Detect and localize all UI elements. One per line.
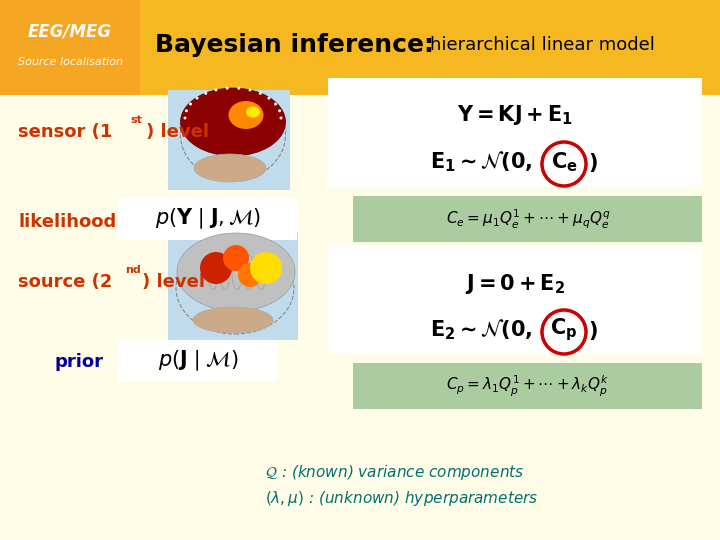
Ellipse shape	[246, 106, 260, 118]
Ellipse shape	[181, 88, 286, 156]
Ellipse shape	[228, 101, 264, 129]
Ellipse shape	[177, 233, 295, 311]
Text: ) level: ) level	[142, 273, 205, 291]
Circle shape	[185, 109, 188, 112]
Circle shape	[258, 92, 262, 95]
Text: $C_p = \lambda_1 Q_p^1 + \cdots + \lambda_k Q_p^k$: $C_p = \lambda_1 Q_p^1 + \cdots + \lambd…	[446, 374, 610, 399]
Text: $C_e = \mu_1 Q_e^1 + \cdots + \mu_q Q_e^q$: $C_e = \mu_1 Q_e^1 + \cdots + \mu_q Q_e^…	[446, 207, 611, 231]
Text: $\mathbf{)}$: $\mathbf{)}$	[588, 319, 598, 341]
FancyBboxPatch shape	[0, 0, 140, 95]
Circle shape	[274, 103, 277, 105]
Ellipse shape	[193, 307, 273, 333]
Text: EEG/MEG: EEG/MEG	[28, 23, 112, 41]
FancyBboxPatch shape	[118, 340, 277, 382]
Circle shape	[189, 103, 192, 105]
Circle shape	[225, 87, 229, 90]
Text: ) level: ) level	[146, 123, 209, 141]
FancyBboxPatch shape	[328, 245, 702, 354]
Circle shape	[278, 109, 281, 112]
FancyBboxPatch shape	[328, 78, 702, 187]
Text: source (2: source (2	[18, 273, 112, 291]
FancyBboxPatch shape	[118, 198, 297, 240]
FancyBboxPatch shape	[168, 90, 290, 190]
Text: $p(\mathbf{J}\mid\mathcal{M})$: $p(\mathbf{J}\mid\mathcal{M})$	[158, 349, 238, 373]
Text: $\mathbf{)}$: $\mathbf{)}$	[588, 151, 598, 173]
Text: $(\lambda,\mu)$ : (unknown) hyperparameters: $(\lambda,\mu)$ : (unknown) hyperparamet…	[265, 489, 539, 508]
FancyBboxPatch shape	[353, 363, 702, 409]
Circle shape	[267, 97, 271, 99]
Circle shape	[204, 92, 207, 95]
Text: $\mathbf{C_e}$: $\mathbf{C_e}$	[551, 150, 577, 174]
FancyBboxPatch shape	[353, 196, 702, 242]
Text: $\mathbf{C_p}$: $\mathbf{C_p}$	[550, 316, 577, 343]
Circle shape	[238, 87, 240, 90]
FancyBboxPatch shape	[168, 232, 298, 340]
Text: $\mathbf{E_2 \sim \mathcal{N}(0,}$: $\mathbf{E_2 \sim \mathcal{N}(0,}$	[430, 318, 533, 342]
Ellipse shape	[194, 154, 266, 182]
Text: Source localisation: Source localisation	[17, 57, 122, 67]
Circle shape	[279, 117, 282, 119]
Circle shape	[238, 263, 262, 287]
FancyBboxPatch shape	[0, 0, 720, 95]
Text: $p(\mathbf{Y}\mid\mathbf{J},\mathcal{M})$: $p(\mathbf{Y}\mid\mathbf{J},\mathcal{M})…	[155, 207, 261, 231]
Circle shape	[200, 252, 232, 284]
Text: st: st	[130, 115, 142, 125]
Text: nd: nd	[125, 265, 140, 275]
Circle shape	[250, 252, 282, 284]
Text: sensor (1: sensor (1	[18, 123, 112, 141]
Text: hierarchical linear model: hierarchical linear model	[430, 36, 655, 54]
Text: $\mathbf{E_1 \sim \mathcal{N}(0,}$: $\mathbf{E_1 \sim \mathcal{N}(0,}$	[430, 150, 533, 174]
Text: $\mathcal{Q}$ : (known) variance components: $\mathcal{Q}$ : (known) variance compone…	[265, 462, 524, 482]
Text: prior: prior	[55, 353, 104, 371]
Circle shape	[215, 89, 217, 91]
Text: likelihood: likelihood	[18, 213, 116, 231]
Circle shape	[196, 97, 199, 99]
Circle shape	[223, 245, 249, 271]
Text: $\mathbf{J = 0 + E_2}$: $\mathbf{J = 0 + E_2}$	[465, 272, 565, 296]
Circle shape	[184, 117, 186, 119]
Text: Bayesian inference:: Bayesian inference:	[155, 33, 434, 57]
Text: $\mathbf{Y = KJ + E_1}$: $\mathbf{Y = KJ + E_1}$	[457, 103, 573, 127]
Circle shape	[248, 89, 251, 91]
